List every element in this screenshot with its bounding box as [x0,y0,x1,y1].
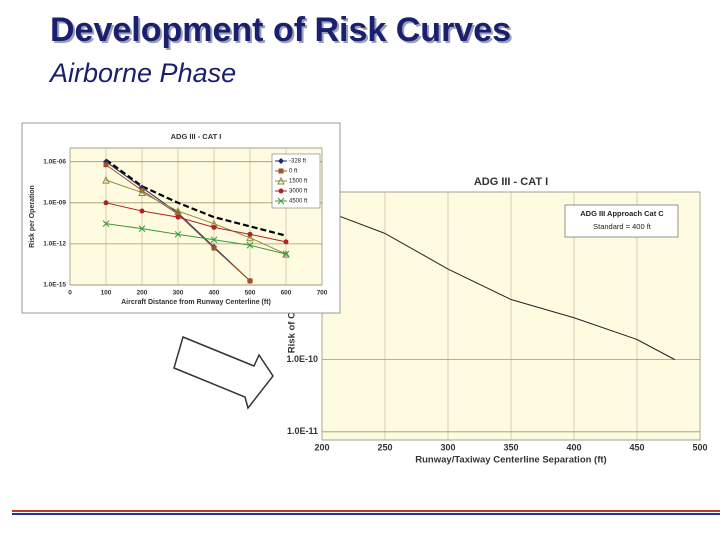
series-line [321,209,676,361]
footer-line [12,513,720,515]
x-tick-label: 300 [440,442,455,452]
legend-label: 4500 ft [289,199,308,205]
slide-title: Development of Risk Curves [50,11,511,49]
marker [210,236,218,244]
marker [211,245,217,251]
x-tick-label: 200 [137,290,148,297]
legend-label: 3000 ft [289,189,308,195]
x-tick-label: 450 [629,442,644,452]
marker [174,206,182,215]
series-line [105,158,287,237]
marker [246,233,254,242]
x-tick-label: 250 [377,442,392,452]
marker [278,158,284,164]
x-axis-label: Aircraft Distance from Runway Centerline… [121,299,271,306]
marker [247,278,253,284]
footer-line [12,510,720,512]
marker [174,230,182,238]
x-tick-label: 350 [503,442,518,452]
marker [277,197,285,205]
legend-label: -328 ft [289,159,306,165]
marker [283,239,289,245]
x-tick-label: 200 [314,442,329,452]
chart-small: 0 100 200 300 400 500 600 700 1.0E-06 1.0E-09 1.0E… [21,122,341,314]
marker [211,224,217,230]
marker [139,208,145,214]
legend-label: 0 ft [289,169,298,175]
y-axis-label: Risk per Operation [29,185,36,248]
marker [138,225,146,232]
x-tick-label: 100 [101,290,112,297]
marker [102,176,110,184]
x-tick-label: 400 [566,442,581,452]
marker [103,200,109,206]
marker [282,250,290,258]
marker [138,188,146,197]
marker [102,220,110,228]
chart-title: ADG III - CAT I [474,176,548,188]
title-shadow: Development of Risk Curves [52,13,513,51]
annotation-box [564,204,679,238]
x-tick-label: 500 [692,442,707,452]
y-tick-label: 1.0E-11 [287,426,318,436]
annotation: ADG III Approach Cat C [580,209,664,218]
marker [247,231,253,237]
series-line [105,179,287,255]
x-tick-label: 0 [68,290,72,297]
marker [277,176,285,185]
series-line [105,223,287,255]
x-tick-label: 300 [173,290,184,297]
marker [246,241,254,249]
x-tick-label: 400 [209,290,220,297]
marker [278,188,284,194]
y-tick-label: 1.0E-10 [286,354,318,364]
marker [175,214,181,220]
chart-title: ADG III - CAT I [171,132,222,141]
arrow [173,335,274,410]
y-tick-label: 1.0E-12 [43,241,66,248]
x-axis-label: Runway/Taxiway Centerline Separation (ft… [415,455,606,466]
slide-subtitle: Airborne Phase [48,58,236,88]
x-tick-label: 700 [317,290,328,297]
y-tick-label: 1.0E-15 [43,282,66,289]
series-line [105,202,287,243]
annotation: Standard = 400 ft [593,222,652,231]
marker [278,168,284,174]
marker [103,162,109,168]
chart-large: 200 250 300 350 400 450 500 1.0E-11 1.0E-10 ADG I… [282,170,708,468]
y-axis-label: Risk of Collision [287,279,298,354]
legend-label: 1500 ft [289,179,308,185]
y-tick-label: 1.0E-06 [43,158,66,165]
x-tick-label: 500 [245,290,256,297]
y-tick-label: 1.0E-09 [43,200,66,207]
x-tick-label: 600 [281,290,292,297]
